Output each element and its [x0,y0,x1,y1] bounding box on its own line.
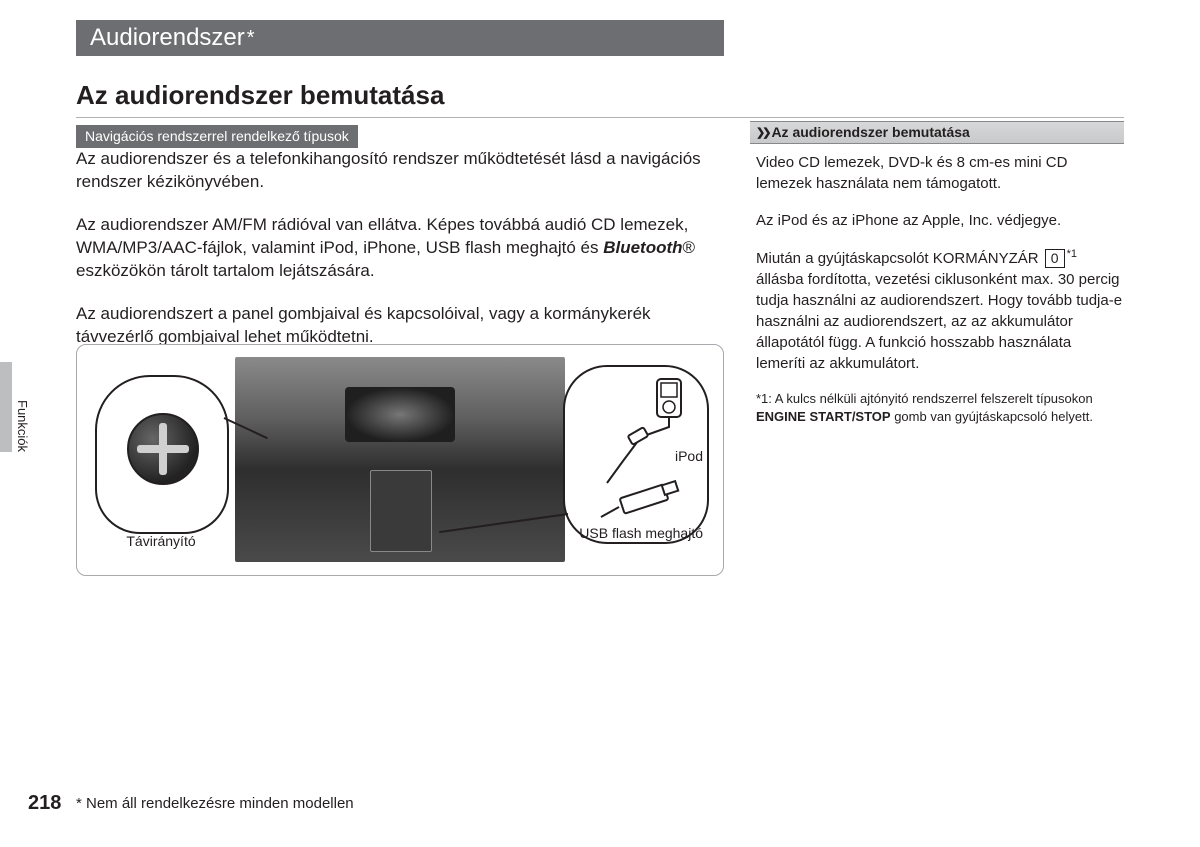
footnote-ref: *1 [1067,248,1077,260]
sidebar-footnote: *1: A kulcs nélküli ajtónyitó rendszerre… [750,390,1124,426]
footnote-prefix: *1: A kulcs nélküli ajtónyitó rendszerre… [756,391,1093,406]
sidebar-p2: Az iPod és az iPhone az Apple, Inc. védj… [756,210,1124,231]
sidebar-p3: Miután a gyújtáskapcsolót KORMÁNYZÁR 0*1… [756,247,1124,374]
section-heading: Az audiorendszer bemutatása [76,80,444,111]
ignition-position-box: 0 [1045,249,1065,268]
sidebar-p3a: Miután a gyújtáskapcsolót KORMÁNYZÁR [756,250,1043,267]
sidebar-p3b: állásba fordította, vezetési ciklusonkén… [756,271,1122,372]
body-p1: Az audiorendszer és a telefonkihangosító… [76,148,724,194]
footnote-suffix: gomb van gyújtáskapcsoló helyett. [891,409,1093,424]
figure-box: Távirányító iPod USB flash meghajtó [76,344,724,576]
remote-callout [95,375,229,534]
chevron-icon: ❯❯ [756,126,768,139]
variant-tag: Navigációs rendszerrel rendelkező típuso… [76,125,358,148]
sidebar-heading: ❯❯ Az audiorendszer bemutatása [750,121,1124,144]
sidebar-heading-text: Az audiorendszer bemutatása [771,124,969,140]
body-p3: Az audiorendszert a panel gombjaival és … [76,303,724,349]
remote-knob-icon [127,413,199,485]
usb-label: USB flash meghajtó [579,525,703,541]
footnote-bold: ENGINE START/STOP [756,409,891,424]
heading-rule [76,117,1124,118]
usb-port-highlight [385,506,417,550]
chapter-title: Audiorendszer [90,24,245,52]
body-p2: Az audiorendszer AM/FM rádióval van ellá… [76,214,724,283]
footer-note: * Nem áll rendelkezésre minden modellen [76,795,354,812]
body-p2a: Az audiorendszer AM/FM rádióval van ellá… [76,215,688,257]
dashboard-photo [235,357,565,562]
side-tab-label: Funkciók [15,400,30,452]
remote-label: Távirányító [101,533,221,549]
ipod-label: iPod [675,448,703,464]
sidebar-p1: Video CD lemezek, DVD-k és 8 cm-es mini … [756,152,1124,194]
page-number: 218 [28,792,61,815]
sidebar: ❯❯ Az audiorendszer bemutatása Video CD … [750,121,1124,426]
chapter-header: Audiorendszer * [76,20,724,56]
body-text: Az audiorendszer és a telefonkihangosító… [76,148,724,369]
side-tab [0,362,12,452]
sidebar-body: Video CD lemezek, DVD-k és 8 cm-es mini … [750,144,1124,374]
chapter-asterisk: * [247,27,255,50]
manual-page: Audiorendszer * Az audiorendszer bemutat… [0,0,1200,847]
bluetooth-word: Bluetooth [603,238,682,257]
